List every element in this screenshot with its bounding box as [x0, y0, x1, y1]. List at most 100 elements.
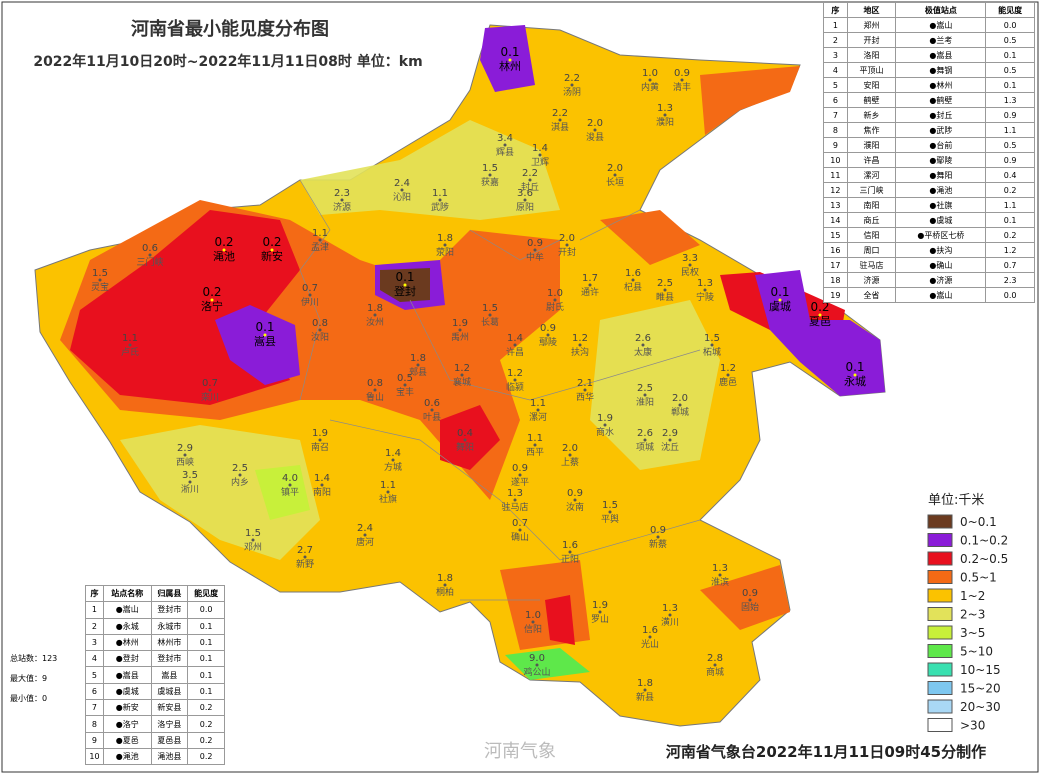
label-value: 1.2	[720, 363, 736, 374]
legend-label: 0.5~1	[960, 571, 997, 585]
label-name: 伊川	[301, 296, 319, 308]
cell: 0.9	[985, 152, 1035, 168]
label-name: 卫辉	[531, 157, 549, 168]
station-dot	[210, 298, 214, 302]
label-value: 2.2	[522, 168, 538, 179]
station-dot	[288, 483, 292, 487]
cell: ●林州	[895, 77, 987, 93]
cell: ●嵩山	[102, 601, 152, 619]
legend: 单位:千米 0~0.1 0.1~0.2 0.2~0.5 0.5~1 1~2 2~3 3~5 5…	[927, 493, 1008, 733]
label-name: 通许	[581, 286, 599, 298]
zone-5-10	[505, 648, 590, 680]
label-name: 内乡	[231, 476, 249, 488]
row: 5 ●嵩县 嵩县 0.1	[85, 666, 225, 684]
label-name: 确山	[511, 531, 529, 543]
legend-label: 3~5	[960, 626, 985, 640]
cell: 0.7	[985, 257, 1035, 273]
header-row: 序站点名称 归属县 能见度	[85, 584, 225, 603]
station-dot	[680, 78, 684, 82]
label-value: 1.0	[547, 288, 563, 299]
label-name: 虞城	[769, 299, 791, 313]
label-value: 0.4	[457, 428, 473, 439]
row: 17 驻马店 ●确山 0.7	[823, 257, 1035, 273]
label-name: 驻马店	[501, 501, 528, 513]
label-value: 1.5	[704, 333, 720, 344]
label-name: 淮滨	[711, 576, 729, 588]
legend-swatch	[927, 625, 953, 640]
station-dot	[533, 443, 537, 447]
station-dot	[643, 688, 647, 692]
station-dot	[553, 298, 557, 302]
cell: 渑池县	[150, 747, 189, 766]
cell: 0.1	[187, 666, 225, 684]
station-dot	[340, 198, 344, 202]
row: 6 ●虞城 虞城县 0.1	[85, 682, 225, 701]
label-value: 1.4	[532, 143, 548, 154]
label-name: 西平	[526, 447, 544, 458]
cell: ●台前	[895, 137, 987, 153]
legend-swatch	[927, 699, 953, 714]
station-dot	[853, 373, 857, 377]
row: 5 安阳 ●林州 0.1	[823, 77, 1035, 93]
row: 15 信阳 ●平桥区七桥 0.2	[823, 227, 1035, 243]
station-dot	[573, 498, 577, 502]
station-dot	[588, 283, 592, 287]
station-dot	[513, 378, 517, 382]
label-name: 平舆	[601, 513, 619, 525]
cell: ●舞阳	[895, 167, 987, 183]
row: 8 焦作 ●武陟 1.1	[823, 122, 1035, 138]
station-dot	[443, 583, 447, 587]
label-value: 1.3	[662, 603, 678, 614]
label-name: 信阳	[524, 623, 542, 635]
cell: 10	[85, 747, 104, 766]
station-dot	[460, 373, 464, 377]
label-name: 鄢陵	[539, 337, 557, 348]
label-value: 1.8	[367, 303, 383, 314]
station-dot	[631, 278, 635, 282]
title: 河南省最小能见度分布图	[131, 18, 329, 40]
cell: 6	[823, 92, 848, 108]
row: 16 周口 ●扶沟 1.2	[823, 242, 1035, 258]
cell: ●渑池	[895, 182, 987, 198]
label-value: 1.3	[507, 488, 523, 499]
zone-3-5	[255, 465, 310, 520]
label-value: 2.0	[559, 233, 575, 244]
label-name: 淅川	[181, 483, 199, 495]
cell: 开封	[846, 32, 897, 48]
cell: 13	[823, 197, 848, 213]
label-value: 1.1	[527, 433, 543, 444]
label-name: 夏邑	[809, 315, 831, 328]
cell: 焦作	[846, 122, 897, 138]
cell: 10	[823, 152, 848, 168]
label-name: 栾川	[201, 391, 219, 403]
cell: 16	[823, 242, 848, 258]
row: 7 新乡 ●封丘 0.9	[823, 107, 1035, 123]
label-name: 封丘	[521, 181, 539, 193]
station-dot	[386, 490, 390, 494]
watermark: 河南气象	[484, 741, 556, 762]
label-name: 尉氏	[546, 301, 564, 313]
label-value: 1.8	[437, 233, 453, 244]
station-dot	[208, 388, 212, 392]
zone-0.5-1	[600, 210, 700, 265]
station-dot	[641, 343, 645, 347]
row: 14 商丘 ●虞城 0.1	[823, 212, 1035, 228]
cell: ●嵩县	[102, 666, 152, 684]
cell: 19	[823, 287, 848, 303]
label-value: 2.4	[394, 178, 410, 189]
station-dot	[463, 438, 467, 442]
legend-label: 20~30	[960, 700, 1001, 714]
label-value: 2.8	[707, 653, 723, 664]
stat: 最小值：0	[10, 694, 48, 703]
station-dot	[546, 333, 550, 337]
label-value: 1.1	[432, 188, 448, 199]
label-value: 1.5	[245, 528, 261, 539]
station-dot	[523, 198, 527, 202]
cell: 鹤壁	[846, 92, 897, 108]
label-name: 柘城	[703, 346, 721, 358]
cell: ●嵩山	[895, 17, 987, 33]
row: 12 三门峡 ●渑池 0.2	[823, 182, 1035, 198]
cell: ●嵩县	[895, 47, 987, 63]
cell: 1.1	[985, 197, 1035, 213]
cell: 0.2	[187, 699, 225, 717]
